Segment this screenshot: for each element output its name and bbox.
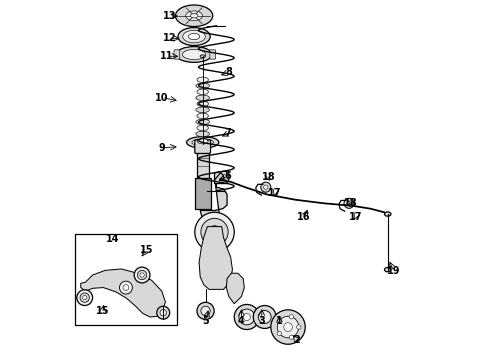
Circle shape bbox=[271, 310, 305, 344]
Polygon shape bbox=[226, 273, 245, 304]
Text: 15: 15 bbox=[140, 245, 153, 255]
Circle shape bbox=[277, 319, 281, 323]
Ellipse shape bbox=[176, 46, 212, 62]
Ellipse shape bbox=[196, 95, 210, 100]
Circle shape bbox=[134, 267, 150, 283]
Text: 7: 7 bbox=[225, 129, 231, 138]
Circle shape bbox=[157, 306, 170, 319]
Text: 19: 19 bbox=[387, 266, 400, 276]
FancyBboxPatch shape bbox=[210, 50, 216, 59]
Text: 14: 14 bbox=[105, 234, 119, 244]
Text: 9: 9 bbox=[158, 143, 165, 153]
Text: 8: 8 bbox=[225, 67, 232, 77]
Ellipse shape bbox=[197, 101, 208, 107]
Polygon shape bbox=[199, 226, 232, 289]
Text: 12: 12 bbox=[163, 33, 176, 43]
Circle shape bbox=[140, 273, 144, 277]
Ellipse shape bbox=[197, 89, 208, 94]
Ellipse shape bbox=[182, 49, 206, 60]
Ellipse shape bbox=[192, 139, 214, 146]
FancyBboxPatch shape bbox=[74, 234, 177, 325]
Ellipse shape bbox=[196, 83, 210, 89]
Ellipse shape bbox=[200, 55, 205, 58]
Ellipse shape bbox=[178, 28, 210, 45]
Circle shape bbox=[243, 314, 250, 320]
Text: 1: 1 bbox=[276, 316, 283, 325]
Ellipse shape bbox=[189, 33, 200, 40]
Text: 15: 15 bbox=[96, 306, 109, 316]
Circle shape bbox=[82, 296, 87, 300]
Text: 6: 6 bbox=[225, 171, 231, 181]
Text: 5: 5 bbox=[202, 316, 209, 325]
Circle shape bbox=[264, 185, 268, 189]
Circle shape bbox=[253, 306, 276, 328]
Text: 17: 17 bbox=[349, 212, 362, 221]
Text: 18: 18 bbox=[262, 172, 275, 182]
Circle shape bbox=[201, 219, 228, 246]
Ellipse shape bbox=[196, 119, 210, 125]
Ellipse shape bbox=[197, 77, 208, 82]
Ellipse shape bbox=[197, 125, 208, 131]
Ellipse shape bbox=[187, 136, 219, 148]
Circle shape bbox=[289, 335, 294, 339]
Text: 13: 13 bbox=[163, 11, 176, 21]
FancyBboxPatch shape bbox=[174, 50, 180, 59]
Circle shape bbox=[347, 201, 351, 206]
Circle shape bbox=[120, 281, 132, 294]
Ellipse shape bbox=[196, 131, 210, 137]
FancyBboxPatch shape bbox=[196, 142, 209, 180]
Circle shape bbox=[160, 310, 167, 316]
Circle shape bbox=[277, 316, 299, 338]
Circle shape bbox=[195, 212, 234, 252]
Circle shape bbox=[258, 311, 271, 323]
Text: 11: 11 bbox=[160, 51, 173, 61]
Text: 2: 2 bbox=[293, 334, 300, 345]
Text: 3: 3 bbox=[259, 316, 265, 325]
Circle shape bbox=[289, 315, 294, 319]
Ellipse shape bbox=[197, 113, 208, 118]
Ellipse shape bbox=[385, 267, 391, 272]
Polygon shape bbox=[200, 176, 227, 264]
Text: 16: 16 bbox=[297, 212, 311, 222]
FancyBboxPatch shape bbox=[195, 140, 211, 153]
Ellipse shape bbox=[183, 30, 205, 43]
Circle shape bbox=[80, 293, 89, 302]
Polygon shape bbox=[81, 269, 166, 317]
Circle shape bbox=[239, 309, 255, 325]
Circle shape bbox=[77, 290, 93, 306]
Text: 10: 10 bbox=[155, 93, 169, 103]
Ellipse shape bbox=[190, 14, 198, 18]
Circle shape bbox=[284, 323, 293, 331]
Circle shape bbox=[261, 182, 271, 192]
Ellipse shape bbox=[196, 107, 210, 113]
Circle shape bbox=[197, 302, 214, 319]
Circle shape bbox=[137, 270, 147, 280]
FancyBboxPatch shape bbox=[195, 178, 211, 209]
Text: 4: 4 bbox=[238, 316, 245, 325]
Ellipse shape bbox=[175, 5, 213, 27]
Circle shape bbox=[201, 306, 210, 316]
Circle shape bbox=[344, 198, 354, 208]
Text: 17: 17 bbox=[269, 188, 282, 198]
Polygon shape bbox=[215, 171, 229, 184]
Circle shape bbox=[123, 285, 129, 291]
Circle shape bbox=[277, 331, 281, 336]
Text: 18: 18 bbox=[344, 198, 358, 208]
Circle shape bbox=[296, 325, 301, 329]
Circle shape bbox=[234, 305, 259, 329]
Circle shape bbox=[208, 226, 221, 238]
Ellipse shape bbox=[197, 139, 208, 144]
Ellipse shape bbox=[186, 11, 202, 21]
Ellipse shape bbox=[385, 212, 391, 216]
